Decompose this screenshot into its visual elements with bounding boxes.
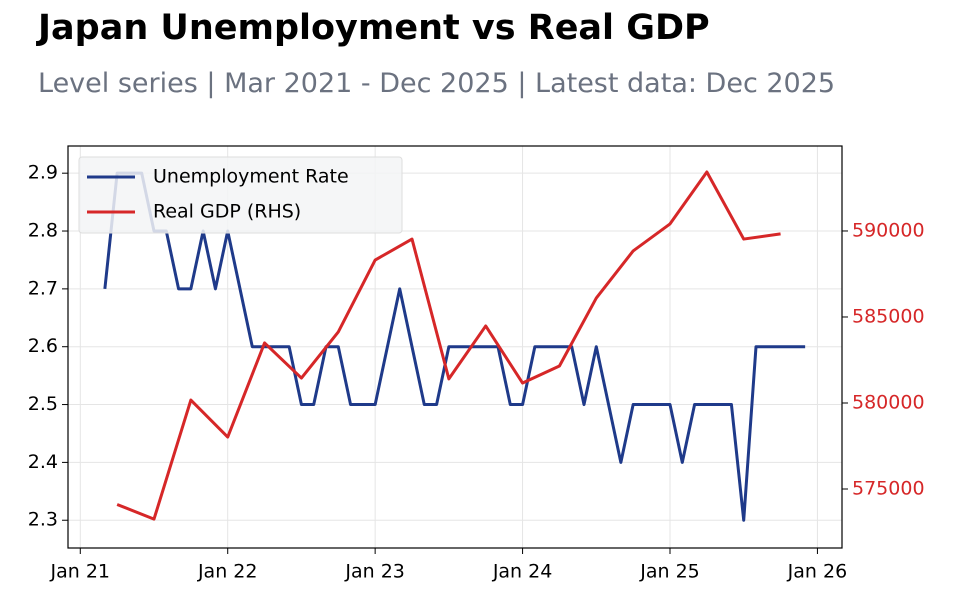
series-line xyxy=(103,171,806,522)
legend-box xyxy=(78,156,403,234)
y-tick-label: 2.9 xyxy=(28,162,58,184)
x-tick-label: Jan 24 xyxy=(492,561,553,583)
x-tick-label: Jan 23 xyxy=(344,561,405,583)
y2-tick-label: 585000 xyxy=(852,305,925,327)
legend-label: Unemployment Rate xyxy=(153,166,349,188)
y-tick-label: 2.4 xyxy=(28,451,58,473)
x-tick-label: Jan 21 xyxy=(50,561,111,583)
y-tick-label: 2.8 xyxy=(28,220,58,242)
y-tick-label: 2.7 xyxy=(28,277,58,299)
y2-tick-label: 590000 xyxy=(852,219,925,241)
y-tick-label: 2.5 xyxy=(28,393,58,415)
y-tick-label: 2.3 xyxy=(28,509,58,531)
plot-frame xyxy=(67,145,843,549)
x-tick-label: Jan 26 xyxy=(787,561,848,583)
chart-title: Japan Unemployment vs Real GDP xyxy=(38,8,710,48)
y-tick-label: 2.6 xyxy=(28,335,58,357)
chart-subtitle: Level series | Mar 2021 - Dec 2025 | Lat… xyxy=(38,68,836,99)
legend-label: Real GDP (RHS) xyxy=(153,201,301,223)
series-line xyxy=(116,170,781,521)
y2-tick-label: 575000 xyxy=(852,477,925,499)
y2-tick-label: 580000 xyxy=(852,391,925,413)
x-tick-label: Jan 22 xyxy=(197,561,258,583)
x-tick-label: Jan 25 xyxy=(639,561,700,583)
